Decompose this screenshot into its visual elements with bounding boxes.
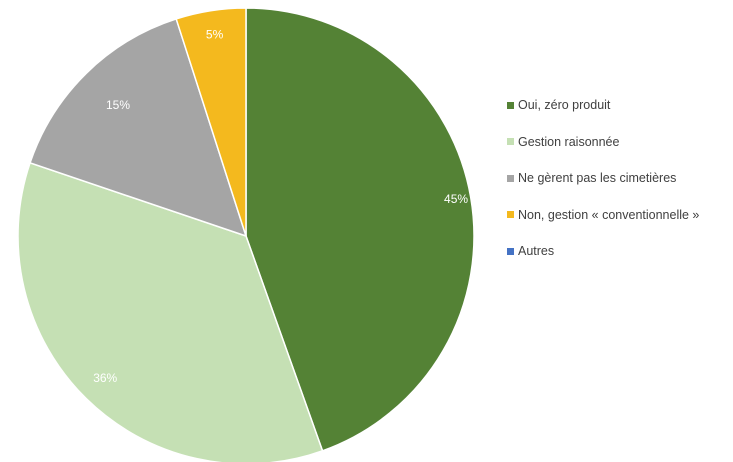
- pie-slice-1: [17, 161, 324, 462]
- legend-item-0: Oui, zéro produit: [507, 97, 699, 113]
- chart-legend: Oui, zéro produit Gestion raisonnée Ne gèr…: [507, 97, 699, 259]
- data-label-0: 45%: [444, 192, 468, 206]
- legend-label: Ne gèrent pas les cimetières: [518, 171, 677, 185]
- legend-label: Autres: [518, 244, 555, 258]
- legend-swatch: [507, 174, 514, 182]
- data-label-3: 5%: [206, 28, 224, 42]
- data-label-1: 36%: [93, 371, 117, 385]
- legend-swatch: [507, 101, 514, 109]
- legend-swatch: [507, 138, 514, 145]
- pie-slice-2: [29, 17, 248, 238]
- data-label-2: 15%: [106, 98, 130, 112]
- legend-swatch: [507, 247, 514, 255]
- legend-item-3: Non, gestion « conventionnelle »: [507, 207, 699, 223]
- legend-item-2: Ne gèrent pas les cimetières: [507, 170, 699, 186]
- pie-slice-0: [245, 7, 475, 452]
- legend-label: Non, gestion « conventionnelle »: [518, 207, 700, 222]
- pie-slice-3: [175, 7, 247, 237]
- legend-item-1: Gestion raisonnée: [507, 134, 699, 150]
- legend-label: Gestion raisonnée: [518, 134, 620, 149]
- legend-item-4: Autres: [507, 243, 699, 259]
- legend-label: Oui, zéro produit: [518, 98, 611, 112]
- legend-swatch: [507, 211, 514, 218]
